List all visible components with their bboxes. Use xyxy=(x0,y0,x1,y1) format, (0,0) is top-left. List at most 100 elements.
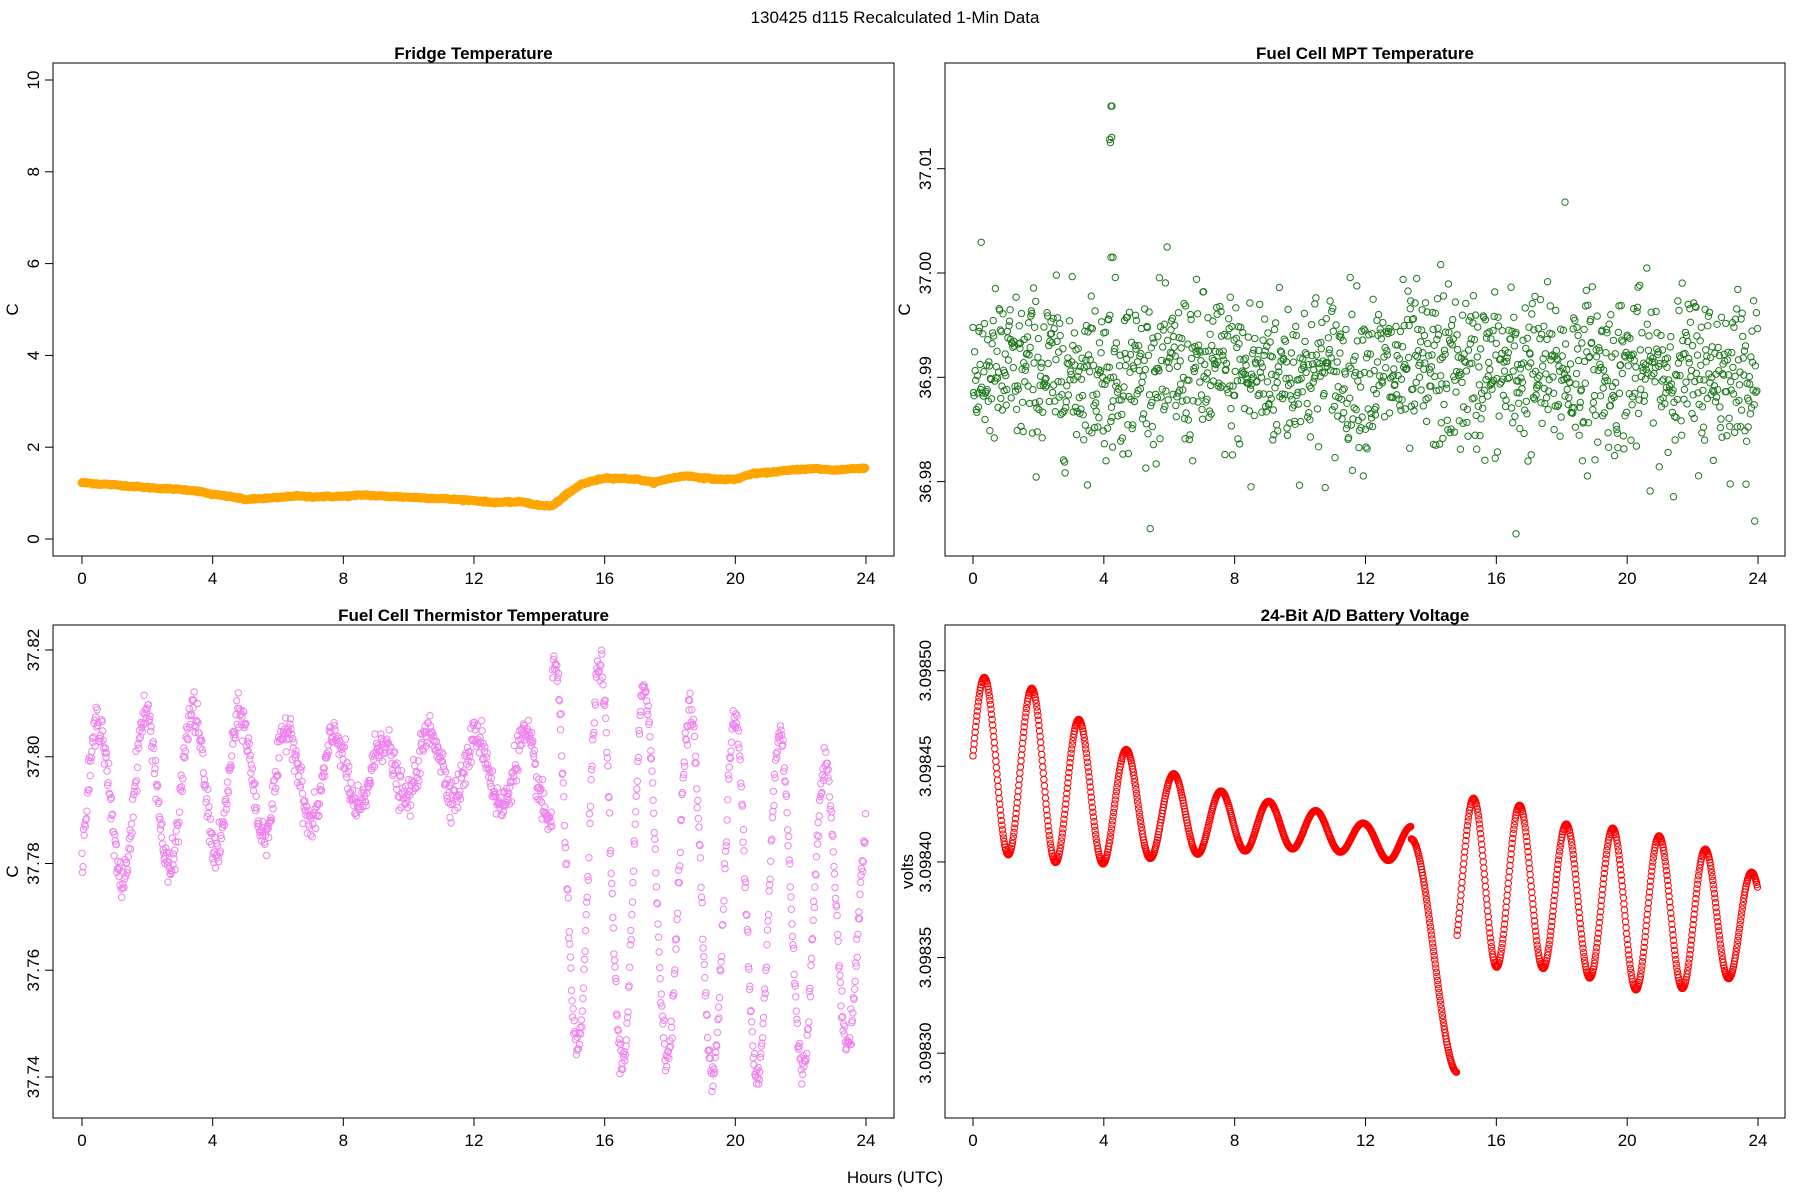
data-point xyxy=(1749,297,1758,305)
data-point xyxy=(650,809,658,817)
data-point xyxy=(580,965,588,974)
data-point xyxy=(1443,416,1452,424)
data-point xyxy=(1437,260,1445,269)
data-point xyxy=(1289,358,1298,366)
y-tick-label: 37.78 xyxy=(24,842,43,885)
data-point xyxy=(992,757,1000,765)
data-point xyxy=(232,696,241,705)
data-point xyxy=(1054,348,1063,356)
panel-fridge-points xyxy=(77,463,870,511)
data-point xyxy=(1158,385,1166,393)
data-point xyxy=(1678,431,1686,439)
data-point xyxy=(1303,399,1311,408)
data-point xyxy=(1145,391,1154,399)
data-point xyxy=(632,808,640,816)
data-point xyxy=(608,879,616,888)
data-point xyxy=(812,853,821,861)
data-point xyxy=(1511,412,1519,420)
data-point xyxy=(699,944,707,952)
data-point xyxy=(1521,304,1529,312)
data-point xyxy=(1634,409,1643,418)
data-point xyxy=(681,729,689,737)
data-point xyxy=(1464,432,1472,440)
data-point xyxy=(1030,323,1039,331)
x-tick-label: 0 xyxy=(968,569,977,588)
data-point xyxy=(1620,900,1628,908)
panel-mpt-title: Fuel Cell MPT Temperature xyxy=(1256,44,1474,63)
data-point xyxy=(760,994,768,1002)
data-point xyxy=(1050,381,1058,389)
data-point xyxy=(1680,395,1688,403)
data-point xyxy=(696,854,705,862)
panel-fridge-ylabel: C xyxy=(3,303,22,315)
data-point xyxy=(1503,891,1511,899)
data-point xyxy=(1155,274,1164,282)
data-point xyxy=(656,964,664,972)
data-point xyxy=(1578,457,1587,465)
data-point xyxy=(570,1016,578,1025)
data-point xyxy=(834,930,842,939)
data-point xyxy=(128,795,137,803)
data-point xyxy=(759,1013,768,1022)
data-point xyxy=(1504,885,1512,893)
data-point xyxy=(1187,354,1196,363)
data-point xyxy=(1406,444,1414,452)
data-point xyxy=(1685,359,1694,367)
data-point xyxy=(1373,358,1382,366)
data-point xyxy=(829,848,837,856)
data-point xyxy=(1495,412,1503,420)
data-point xyxy=(1322,315,1331,323)
data-point xyxy=(582,911,590,919)
data-point xyxy=(1113,378,1121,386)
data-point xyxy=(1737,406,1746,414)
data-point xyxy=(1456,445,1465,453)
data-point xyxy=(1726,480,1734,488)
data-point xyxy=(559,779,567,787)
data-point xyxy=(1581,379,1589,387)
data-point xyxy=(1244,333,1253,341)
data-point xyxy=(657,990,665,998)
data-point xyxy=(1170,343,1178,351)
data-point xyxy=(1726,422,1734,430)
data-point xyxy=(1700,376,1708,384)
data-point xyxy=(788,920,796,928)
data-point xyxy=(1563,385,1571,394)
data-point xyxy=(1712,393,1721,401)
data-point xyxy=(1456,897,1465,905)
data-point xyxy=(1172,413,1181,421)
data-point xyxy=(798,1080,806,1088)
data-point xyxy=(1353,282,1361,290)
data-point xyxy=(1583,472,1592,480)
data-point xyxy=(1147,344,1156,352)
data-point xyxy=(1063,382,1071,390)
data-point xyxy=(1313,405,1322,413)
data-point xyxy=(667,1017,675,1025)
data-point xyxy=(658,1012,667,1020)
data-point xyxy=(590,719,598,727)
x-tick-label: 20 xyxy=(726,569,745,588)
data-point xyxy=(1634,283,1642,291)
data-point xyxy=(1300,309,1309,318)
data-point xyxy=(1139,372,1147,380)
data-point xyxy=(1649,419,1658,427)
data-point xyxy=(1605,320,1613,328)
data-point xyxy=(1602,349,1610,357)
data-point xyxy=(1318,318,1326,327)
data-point xyxy=(1632,363,1640,371)
data-point xyxy=(1144,351,1153,359)
data-point xyxy=(1561,198,1569,206)
data-point xyxy=(786,860,794,868)
data-point xyxy=(1507,404,1516,412)
data-point xyxy=(750,1049,759,1058)
data-point xyxy=(1372,403,1380,411)
data-point xyxy=(608,889,616,898)
data-point xyxy=(686,689,694,697)
x-tick-label: 8 xyxy=(1230,569,1239,588)
data-point xyxy=(667,1023,676,1032)
data-point xyxy=(1397,406,1405,414)
data-point xyxy=(1346,394,1354,402)
data-point xyxy=(1006,306,1014,314)
data-point xyxy=(1024,319,1033,327)
data-point xyxy=(1009,363,1017,372)
